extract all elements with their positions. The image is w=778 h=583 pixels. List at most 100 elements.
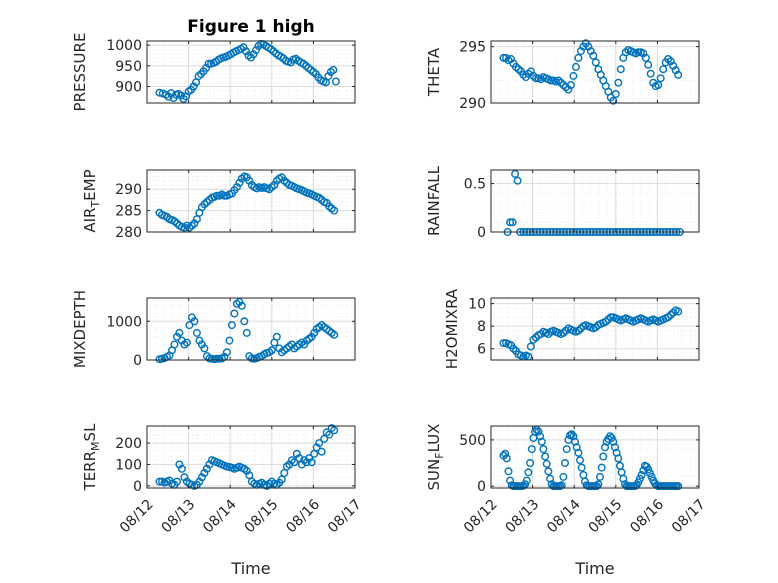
data-point: [212, 191, 221, 200]
data-point: [502, 454, 511, 463]
data-point: [330, 330, 339, 339]
x-axis-label: Time: [574, 559, 614, 578]
data-point: [596, 472, 605, 481]
data-point: [249, 50, 258, 59]
data-point: [606, 313, 615, 322]
data-point: [644, 465, 653, 474]
data-point: [534, 427, 543, 436]
data-point: [659, 65, 668, 74]
x-tick-label: 08/13: [159, 496, 199, 536]
data-point: [192, 328, 201, 337]
data-point: [674, 482, 683, 491]
subplot-air-temp: 280 285 290 AIRTEMP: [81, 169, 356, 241]
x-tick-label: 08/14: [544, 496, 584, 536]
data-point: [237, 301, 246, 310]
data-point: [646, 69, 655, 78]
data-point: [647, 472, 656, 481]
data-point: [591, 58, 600, 67]
data-point: [182, 338, 191, 347]
data-point: [654, 80, 663, 89]
y-tick-label: 0: [133, 353, 142, 369]
x-tick-label: 08/14: [200, 496, 240, 536]
data-point: [561, 459, 570, 468]
data-point: [641, 53, 650, 62]
data-point: [185, 321, 194, 330]
x-tick-label: 08/15: [586, 496, 626, 536]
data-point: [230, 309, 239, 318]
subplot-rainfall: 0 0.5 RAINFALL: [425, 165, 700, 241]
data-point: [614, 454, 623, 463]
data-point: [240, 317, 249, 326]
data-point: [537, 437, 546, 446]
data-point: [645, 469, 654, 478]
data-point: [569, 432, 578, 441]
data-point: [506, 476, 515, 485]
data-point: [179, 94, 188, 103]
data-point: [576, 456, 585, 465]
subplot-mixdepth: 0 1000 MIXDEPTH: [71, 290, 356, 369]
chart-title: Figure 1 high: [187, 17, 315, 37]
y-axis-label: RAINFALL: [425, 165, 443, 236]
data-point: [511, 169, 520, 178]
data-point: [175, 328, 184, 337]
data-point: [329, 65, 338, 74]
y-tick-label: 900: [115, 79, 142, 95]
data-point: [546, 76, 555, 85]
data-point: [307, 458, 316, 467]
plot-area: [491, 298, 699, 360]
y-tick-label: 200: [115, 436, 142, 452]
data-point: [567, 430, 576, 439]
data-point: [541, 452, 550, 461]
data-point: [212, 354, 221, 363]
data-point: [513, 176, 522, 185]
data-point: [202, 63, 211, 72]
data-point: [330, 426, 339, 435]
axes-box: [146, 425, 356, 489]
axes-box: [490, 425, 700, 489]
data-point: [242, 328, 251, 337]
data-point: [235, 178, 244, 187]
data-point: [571, 62, 580, 71]
data-point: [508, 218, 517, 227]
y-tick-label: 1000: [106, 38, 142, 54]
y-tick-label: 290: [459, 96, 486, 112]
data-point: [225, 336, 234, 345]
data-point: [614, 78, 623, 87]
data-point: [251, 46, 260, 55]
data-point: [574, 448, 583, 457]
data-point: [524, 468, 533, 477]
y-axis-label: TERRMSL: [81, 423, 102, 492]
data-point: [155, 477, 164, 486]
data-point: [172, 477, 181, 486]
x-tick-label: 08/16: [627, 496, 667, 536]
plot-area: [491, 170, 699, 232]
data-point: [190, 317, 199, 326]
y-tick-label: 295: [459, 40, 486, 56]
data-point: [227, 321, 236, 330]
data-point: [527, 445, 536, 454]
y-axis-label: THETA: [425, 47, 443, 97]
y-tick-label: 100: [115, 457, 142, 473]
y-axis-label: AIRTEMP: [81, 169, 102, 232]
data-point: [170, 340, 179, 349]
data-point: [577, 463, 586, 472]
data-point: [272, 332, 281, 341]
data-point: [656, 74, 665, 83]
axes-box: [490, 40, 700, 104]
data-point: [220, 191, 229, 200]
data-point: [644, 60, 653, 69]
data-point: [499, 339, 508, 348]
data-point: [297, 460, 306, 469]
data-point: [239, 43, 248, 52]
data-point: [172, 332, 181, 341]
data-point: [635, 474, 644, 483]
plot-area: [491, 426, 699, 488]
y-tick-label: 950: [115, 59, 142, 75]
data-point: [566, 80, 575, 89]
data-point: [597, 463, 606, 472]
data-point: [190, 219, 199, 228]
y-tick-label: 285: [115, 204, 142, 220]
data-point: [324, 72, 333, 81]
x-tick-label: 08/12: [117, 496, 157, 536]
